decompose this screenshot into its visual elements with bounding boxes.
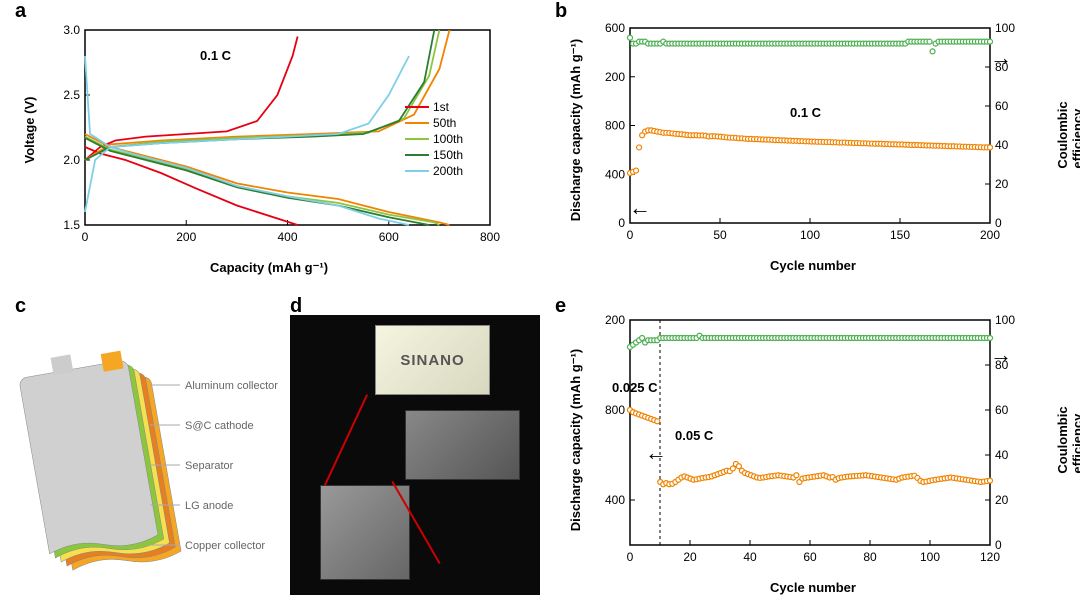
panel-b-y2label: Coulombic efficiency (%)	[1055, 101, 1080, 168]
panel-e-xlabel: Cycle number	[770, 580, 856, 595]
svg-text:20: 20	[683, 550, 697, 564]
svg-text:1200: 1200	[605, 70, 625, 84]
panel-e-rate1: 0.025 C	[612, 380, 658, 395]
pouch-1	[405, 410, 520, 480]
svg-text:400: 400	[605, 493, 625, 507]
chart-b-svg: 050100150200040080012001600020406080100	[605, 18, 1015, 248]
panel-e-rate2: 0.05 C	[675, 428, 713, 443]
svg-text:800: 800	[605, 119, 625, 133]
svg-text:40: 40	[995, 448, 1009, 462]
svg-text:100: 100	[800, 228, 820, 242]
panel-a-ylabel: Voltage (V)	[22, 97, 37, 164]
svg-text:200: 200	[176, 230, 196, 244]
svg-text:400: 400	[277, 230, 297, 244]
led-panel: SINANO	[375, 325, 490, 395]
svg-text:120: 120	[980, 550, 1000, 564]
svg-text:800: 800	[605, 403, 625, 417]
panel-e-y2label: Coulombic efficiency (%)	[1055, 406, 1080, 473]
panel-b-right-arrow: →	[990, 45, 1012, 71]
svg-text:800: 800	[480, 230, 500, 244]
panel-e-label: e	[555, 295, 566, 318]
svg-text:600: 600	[379, 230, 399, 244]
svg-text:60: 60	[803, 550, 817, 564]
panel-e-left-arrow: ←	[645, 440, 667, 466]
panel-b-y1label: Discharge capacity (mAh g⁻¹)	[568, 39, 584, 221]
panel-b-xlabel: Cycle number	[770, 258, 856, 273]
panel-e-right-arrow: →	[990, 342, 1012, 368]
svg-text:3.0: 3.0	[63, 23, 80, 37]
svg-text:0: 0	[627, 228, 634, 242]
svg-text:100: 100	[995, 313, 1015, 327]
svg-text:40: 40	[995, 138, 1009, 152]
svg-text:0: 0	[995, 216, 1002, 230]
svg-text:100: 100	[995, 21, 1015, 35]
panel-b-left-arrow: ←	[629, 195, 651, 221]
panel-a-rate: 0.1 C	[200, 48, 231, 63]
figure-c: Aluminum collector S@C cathode Separator LG…	[15, 315, 280, 595]
svg-text:Aluminum collector: Aluminum collector	[185, 380, 278, 392]
svg-text:0: 0	[82, 230, 89, 244]
panel-a-legend: 1st50th100th150th200th	[405, 100, 463, 180]
svg-text:20: 20	[995, 493, 1009, 507]
svg-text:100: 100	[920, 550, 940, 564]
pouch-2	[320, 485, 410, 580]
panel-a-label: a	[15, 0, 26, 23]
svg-text:1200: 1200	[605, 313, 625, 327]
svg-text:150: 150	[890, 228, 910, 242]
svg-text:40: 40	[743, 550, 757, 564]
svg-text:400: 400	[605, 167, 625, 181]
svg-text:1600: 1600	[605, 21, 625, 35]
svg-text:Copper collector: Copper collector	[185, 540, 265, 552]
svg-text:60: 60	[995, 99, 1009, 113]
svg-text:200: 200	[980, 228, 1000, 242]
panel-b-rate: 0.1 C	[790, 105, 821, 120]
diagram-c-svg: Aluminum collector S@C cathode Separator LG…	[15, 315, 280, 595]
svg-text:80: 80	[863, 550, 877, 564]
svg-text:2.5: 2.5	[63, 88, 80, 102]
figure-d: SINANO	[290, 315, 540, 595]
svg-text:50: 50	[713, 228, 727, 242]
panel-e-y1label: Discharge capacity (mAh g⁻¹)	[568, 349, 584, 531]
svg-text:0: 0	[995, 538, 1002, 552]
svg-text:Separator: Separator	[185, 460, 234, 472]
panel-b-label: b	[555, 0, 567, 23]
svg-text:20: 20	[995, 177, 1009, 191]
svg-text:60: 60	[995, 403, 1009, 417]
panel-a-xlabel: Capacity (mAh g⁻¹)	[210, 260, 328, 276]
svg-text:LG anode: LG anode	[185, 500, 233, 512]
svg-text:0: 0	[627, 550, 634, 564]
figure-b: 050100150200040080012001600020406080100	[605, 18, 1015, 248]
svg-text:2.0: 2.0	[63, 153, 80, 167]
svg-text:S@C cathode: S@C cathode	[185, 420, 254, 432]
svg-text:0: 0	[618, 216, 625, 230]
svg-text:1.5: 1.5	[63, 218, 80, 232]
